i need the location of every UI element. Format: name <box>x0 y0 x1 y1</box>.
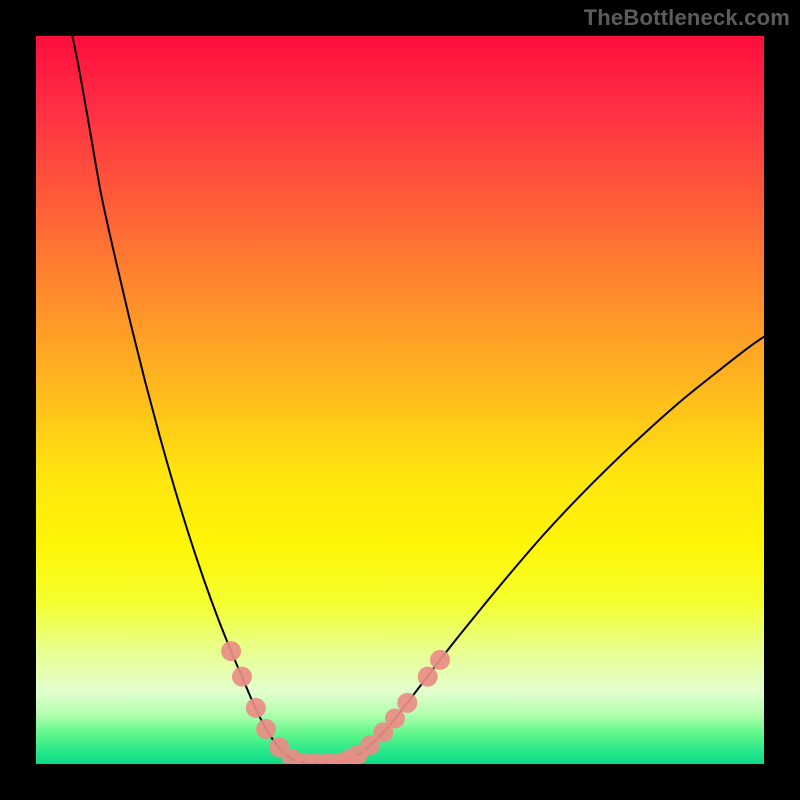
data-marker <box>256 719 276 739</box>
data-marker <box>397 693 417 713</box>
chart-svg <box>36 36 764 764</box>
data-marker <box>221 641 241 661</box>
data-marker <box>418 667 438 687</box>
gradient-background <box>36 36 764 764</box>
plot-area <box>36 36 764 764</box>
data-marker <box>430 650 450 670</box>
data-marker <box>385 709 405 729</box>
watermark-text: TheBottleneck.com <box>584 5 790 31</box>
data-marker <box>232 667 252 687</box>
data-marker <box>246 698 266 718</box>
canvas: TheBottleneck.com <box>0 0 800 800</box>
